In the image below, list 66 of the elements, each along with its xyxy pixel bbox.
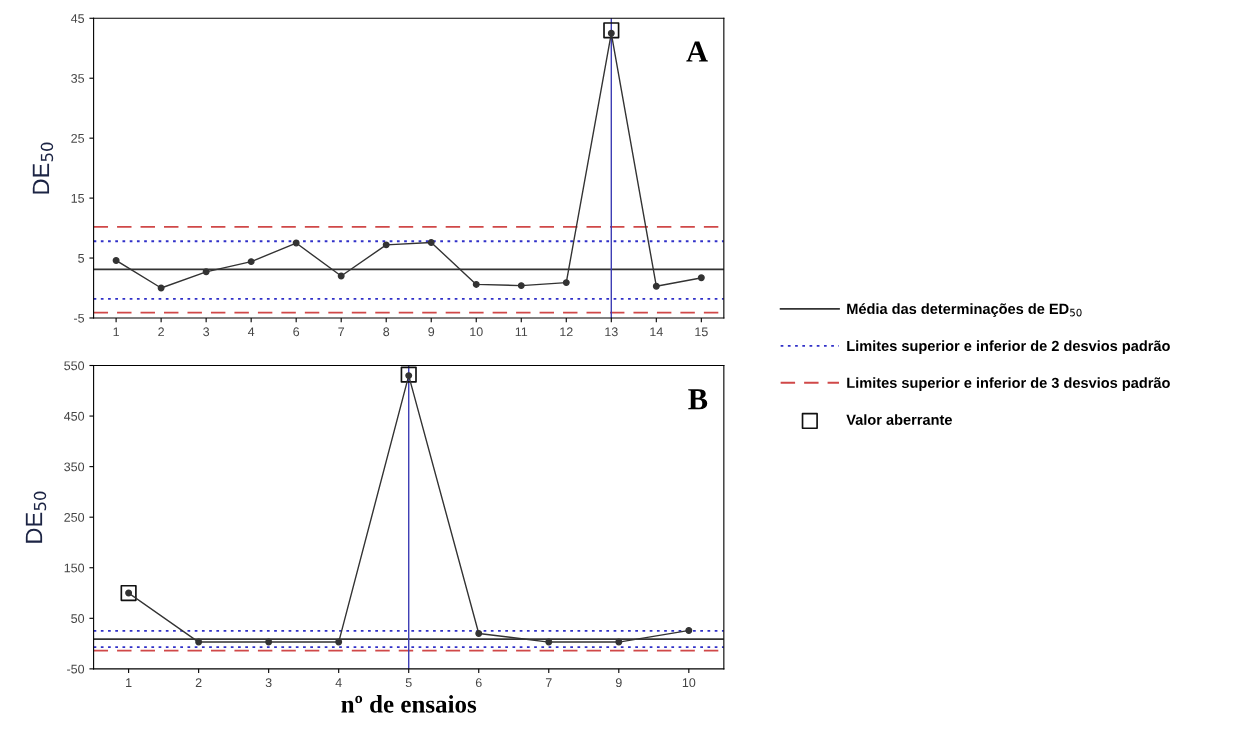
x-tick-label: 7 — [545, 678, 552, 687]
point — [697, 274, 705, 282]
y-tick-label: 350 — [64, 462, 85, 472]
x-axis-title: nº de ensaios — [341, 695, 477, 713]
x-tick-label: 2 — [158, 327, 164, 337]
legend-label: Limites superior e inferior de 3 desvios padrão — [847, 377, 1170, 391]
x-tick-label: 6 — [475, 678, 482, 688]
annotation: A — [686, 41, 708, 62]
y-tick-label: -50 — [67, 664, 85, 674]
y-tick-label: 45 — [70, 14, 85, 23]
x-tick-label: 9 — [428, 327, 435, 337]
x-tick-label: 13 — [605, 327, 618, 337]
y-tick-label: 550 — [64, 361, 85, 371]
y-tick-label: 50 — [71, 614, 85, 623]
point — [335, 638, 343, 646]
y-tick-label: 25 — [71, 133, 85, 143]
x-tick-label: 1 — [126, 678, 132, 687]
point — [195, 638, 203, 646]
legend-label: Limites superior e inferior de 2 desvios padrão — [847, 340, 1170, 354]
point — [427, 238, 435, 246]
point — [292, 239, 300, 247]
x-tick-label: 8 — [383, 327, 390, 337]
x-tick-label: 14 — [650, 327, 663, 337]
y-tick-label: 150 — [64, 563, 85, 573]
x-tick-label: 4 — [335, 678, 342, 687]
x-tick-label: 15 — [695, 327, 708, 337]
point — [517, 282, 525, 290]
y-axis-title: DE$_{50}$ — [25, 491, 47, 543]
x-tick-label: 9 — [615, 678, 622, 688]
point — [382, 241, 390, 249]
point — [265, 638, 273, 646]
y-tick-label: 35 — [71, 74, 85, 83]
point — [685, 626, 693, 634]
y-tick-label: 450 — [64, 411, 85, 421]
x-tick-label: 10 — [682, 678, 696, 688]
legend-label: Valor aberrante — [846, 414, 952, 425]
y-tick-label: 250 — [64, 512, 85, 522]
y-axis-title: DE$_{50}$ — [32, 142, 54, 194]
x-tick-label: 6 — [293, 327, 300, 337]
x-tick-label: 10 — [470, 327, 483, 337]
x-tick-label: 1 — [113, 327, 119, 337]
point — [615, 638, 623, 646]
point — [202, 268, 210, 276]
point — [247, 258, 255, 266]
x-tick-label: 11 — [515, 327, 528, 337]
point — [120, 584, 137, 602]
x-tick-label: 4 — [247, 327, 255, 337]
x-tick-label: 2 — [195, 678, 202, 687]
y-tick-label: 15 — [71, 194, 85, 203]
x-tick-label: 3 — [265, 678, 272, 688]
point — [562, 279, 570, 287]
point — [157, 284, 165, 292]
y-tick-label: 5 — [78, 253, 85, 263]
point — [112, 256, 120, 264]
x-tick-label: 5 — [405, 678, 412, 688]
x-tick-label: 7 — [338, 327, 345, 337]
legend-label: Média das determinações de ED$_{50}$ — [847, 303, 1082, 317]
x-tick-label: 12 — [560, 327, 573, 337]
y-tick-label: -5 — [74, 313, 85, 323]
point — [337, 272, 345, 280]
point — [472, 280, 480, 288]
point — [545, 638, 553, 646]
point — [475, 629, 483, 637]
x-tick-label: 3 — [203, 327, 210, 337]
point — [652, 282, 660, 290]
annotation: B — [688, 389, 708, 410]
